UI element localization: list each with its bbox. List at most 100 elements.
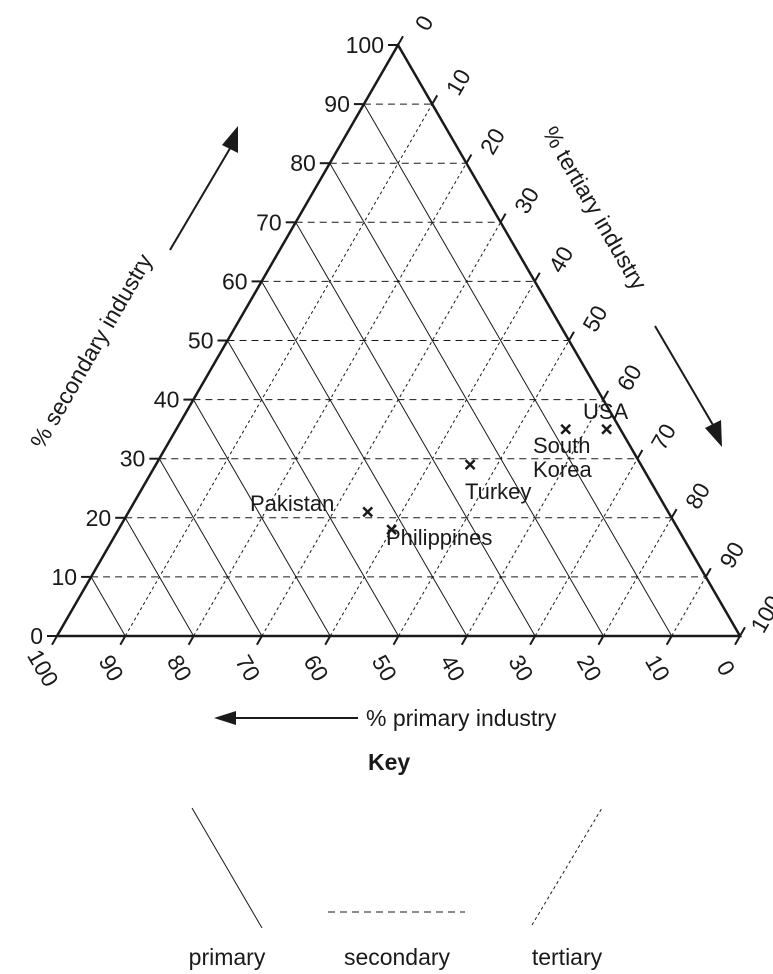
marker-stroke — [560, 423, 572, 435]
secondary-axis-arrow — [169, 126, 238, 251]
marker-stroke — [386, 524, 397, 535]
tick-mark-primary — [529, 635, 536, 646]
gridline-primary — [158, 458, 263, 637]
gridline-primary — [363, 103, 673, 637]
tick-mark-tertiary — [465, 154, 473, 164]
tick-mark-primary — [460, 635, 468, 646]
tick-mark-tertiary — [636, 449, 644, 460]
data-point-marker — [464, 459, 476, 470]
tick-label-primary: 70 — [230, 650, 265, 685]
data-point-marker — [601, 423, 612, 435]
label-pakistan: Pakistan — [250, 491, 334, 516]
key-title: Key — [368, 749, 410, 775]
tick-labels: 0102030405060708090100010203040506070809… — [22, 11, 773, 691]
tick-mark-primary — [324, 635, 332, 646]
grid-lines — [90, 103, 707, 637]
tick-label-secondary: 50 — [188, 328, 214, 354]
gridline-primary — [295, 222, 536, 637]
tick-mark-primary — [734, 635, 741, 646]
tick-label-primary: 30 — [503, 650, 538, 685]
tick-mark-tertiary — [397, 35, 404, 46]
data-point-marker — [560, 423, 572, 435]
tick-mark-primary — [187, 635, 195, 646]
tick-label-tertiary: 100 — [745, 591, 773, 637]
tick-label-primary: 100 — [22, 645, 64, 691]
tick-label-secondary: 30 — [120, 446, 146, 472]
marker-stroke — [362, 506, 374, 518]
tick-label-tertiary: 70 — [646, 419, 681, 454]
tick-mark-tertiary — [704, 567, 712, 578]
tick-label-tertiary: 10 — [441, 65, 476, 100]
tick-marks — [47, 35, 746, 646]
primary-axis-arrow — [214, 711, 358, 725]
key-tertiary-label: tertiary — [532, 944, 603, 970]
tick-label-tertiary: 50 — [577, 301, 612, 336]
gridline-primary — [192, 399, 331, 637]
label-south-korea-line2: Korea — [533, 457, 592, 482]
gridline-tertiary — [261, 222, 502, 637]
tick-mark-tertiary — [568, 331, 575, 341]
label-usa: USA — [583, 399, 629, 424]
tick-label-secondary: 70 — [256, 209, 282, 235]
tick-label-primary: 0 — [712, 656, 741, 680]
tick-label-tertiary: 90 — [714, 537, 749, 572]
tick-mark-primary — [256, 635, 263, 646]
tick-mark-tertiary — [602, 390, 610, 401]
tick-label-primary: 20 — [572, 650, 607, 685]
tick-label-primary: 50 — [367, 650, 402, 685]
tick-label-secondary: 10 — [52, 564, 78, 590]
tick-label-primary: 60 — [299, 650, 334, 685]
key-secondary-label: secondary — [344, 944, 451, 970]
gridline-tertiary — [671, 576, 707, 637]
data-point-marker — [362, 506, 374, 518]
tick-mark-primary — [119, 635, 127, 646]
tick-label-secondary: 90 — [324, 91, 350, 117]
tick-mark-tertiary — [670, 508, 678, 519]
marker-stroke — [601, 423, 612, 435]
tick-label-primary: 40 — [435, 650, 470, 685]
tick-label-primary: 90 — [94, 650, 129, 685]
tick-mark-tertiary — [739, 626, 746, 637]
gridline-tertiary — [602, 517, 673, 637]
tick-mark-primary — [51, 635, 58, 646]
tick-mark-tertiary — [431, 94, 439, 105]
data-point-marker — [386, 524, 397, 535]
gridline-primary — [227, 340, 399, 637]
tick-label-secondary: 60 — [222, 268, 248, 294]
gridline-tertiary — [124, 103, 433, 637]
tick-label-tertiary: 20 — [475, 124, 510, 159]
gridline-tertiary — [534, 458, 638, 637]
gridline-primary — [90, 576, 126, 637]
tick-mark-primary — [597, 635, 605, 646]
tick-label-tertiary: 60 — [612, 360, 647, 395]
tertiary-axis-arrow — [654, 325, 722, 447]
key-primary-line — [191, 807, 263, 929]
label-philippines: Philippines — [386, 525, 492, 550]
tick-label-tertiary: 80 — [680, 478, 715, 513]
tick-label-secondary: 80 — [290, 150, 316, 176]
tick-mark-primary — [392, 635, 400, 646]
key-primary-label: primary — [189, 944, 266, 970]
tick-label-secondary: 20 — [86, 505, 112, 531]
tick-label-secondary: 100 — [346, 32, 384, 58]
key-tertiary-line — [531, 807, 603, 926]
gridline-primary — [124, 517, 195, 637]
primary-axis-title: % primary industry — [366, 705, 557, 731]
tick-label-secondary: 0 — [30, 623, 43, 649]
tick-label-secondary: 40 — [154, 387, 180, 413]
gridline-tertiary — [398, 340, 570, 637]
tick-label-tertiary: 0 — [410, 11, 439, 35]
label-turkey: Turkey — [465, 479, 531, 504]
secondary-axis-title: % secondary industry — [25, 249, 158, 453]
label-south-korea-line1: South — [533, 433, 591, 458]
tick-mark-tertiary — [533, 272, 541, 282]
marker-stroke — [464, 459, 476, 470]
tick-label-tertiary: 40 — [543, 242, 578, 277]
tick-mark-tertiary — [499, 213, 507, 223]
tick-label-tertiary: 30 — [509, 183, 544, 218]
tick-mark-primary — [665, 635, 673, 646]
data-points — [362, 423, 612, 535]
tick-label-primary: 80 — [162, 650, 197, 685]
tick-label-primary: 10 — [640, 650, 675, 685]
